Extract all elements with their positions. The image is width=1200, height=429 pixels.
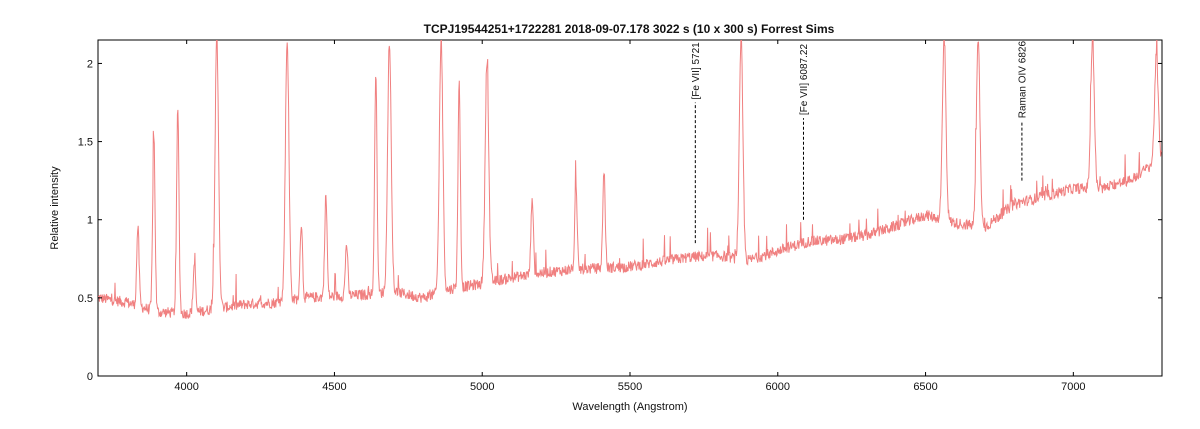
x-tick-label: 4000 (174, 381, 198, 393)
x-tick-label: 6000 (766, 381, 790, 393)
x-tick-label: 5000 (470, 381, 494, 393)
y-axis-title: Relative intensity (49, 166, 61, 250)
spectrum-series (98, 40, 1162, 319)
x-axis-title: Wavelength (Angstrom) (572, 401, 687, 413)
y-tick-label: 1.5 (78, 137, 93, 149)
chart-title: TCPJ19544251+1722281 2018-09-07.178 3022… (424, 22, 835, 36)
annotation-label: [Fe VII] 5721 (691, 42, 702, 100)
line-annotations: [Fe VII] 5721 [Fe VII] 6087.22 Raman OIV 6… (691, 41, 1028, 244)
x-tick-label: 4500 (322, 381, 346, 393)
x-axis-ticks: 4000 4500 5000 5500 6000 6500 7000 (174, 40, 1086, 393)
annotation-label: Raman OIV 6826 (1017, 41, 1028, 119)
y-tick-label: 0 (87, 371, 93, 383)
y-tick-label: 2 (87, 58, 93, 70)
plot-area (97, 39, 1163, 377)
x-tick-label: 7000 (1061, 381, 1085, 393)
y-axis-ticks: 0 0.5 1 1.5 2 (78, 58, 1162, 383)
spectrum-line (98, 40, 1162, 319)
y-tick-label: 1 (87, 215, 93, 227)
y-tick-label: 0.5 (78, 293, 93, 305)
x-tick-label: 6500 (913, 381, 937, 393)
annotation-label: [Fe VII] 6087.22 (799, 44, 810, 116)
x-tick-label: 5500 (618, 381, 642, 393)
